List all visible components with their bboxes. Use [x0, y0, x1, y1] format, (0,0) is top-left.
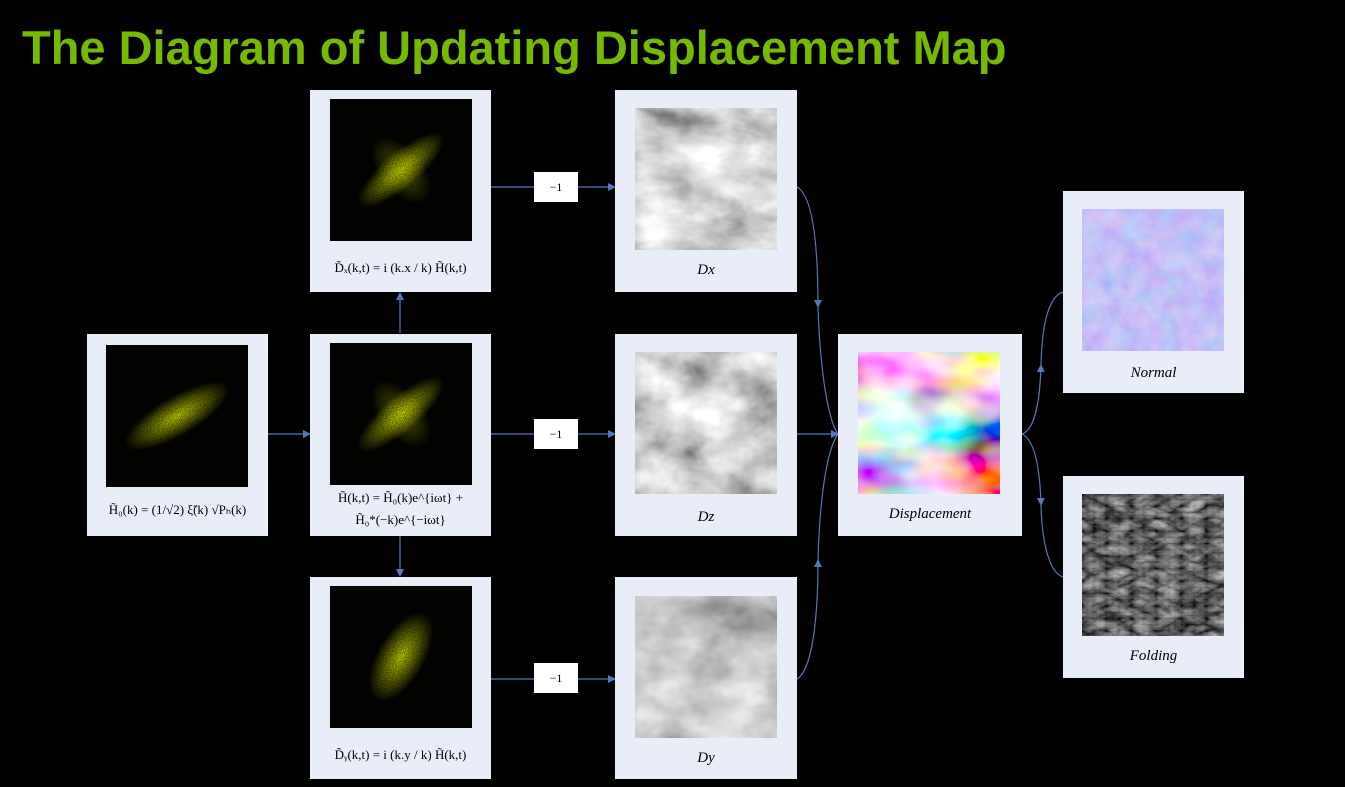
arrow-dy-to-displacement: [796, 559, 822, 680]
h0-formula: H̃₀(k) = (1/√2) ξ̃(k) √Pₕ(k): [108, 502, 247, 517]
htilde-spectrum-image: [330, 343, 472, 485]
dz-caption: Dz: [697, 509, 715, 525]
dy-spectrum-image: [330, 586, 472, 728]
inverse-fft-box-dy: −1: [534, 663, 578, 693]
dy-spectrum-card: D̃ᵧ(k,t) = i (k.y / k) H̃(k,t): [310, 577, 491, 779]
htilde-spectrum-card: H̃(k,t) = H̃₀(k)e^{iωt} + H̃₀*(−k)e^{−iω…: [310, 334, 491, 536]
folding-map-image: [1082, 494, 1224, 636]
normal-caption: Normal: [1130, 365, 1177, 381]
dz-map-image: [635, 352, 777, 494]
dy-map-image: [635, 596, 777, 738]
dx-caption: Dx: [697, 262, 715, 278]
normal-card: Normal: [1063, 191, 1244, 393]
curve-displacement-to-normal: [1040, 291, 1064, 366]
displacement-caption: Displacement: [888, 506, 972, 522]
inverse-fft-box-dz: −1: [534, 419, 578, 449]
arrow-displacement-to-folding: [1021, 433, 1045, 506]
inverse-fft-box-dx: −1: [534, 172, 578, 202]
folding-card: Folding: [1063, 476, 1244, 678]
htilde-formula-line1: H̃(k,t) = H̃₀(k)e^{iωt} +: [337, 490, 464, 505]
arrow-displacement-to-normal: [1021, 364, 1045, 435]
page-title: The Diagram of Updating Displacement Map: [22, 21, 1007, 74]
displacement-card: Displacement: [838, 334, 1022, 536]
htilde-formula-line2: H̃₀*(−k)e^{−iωt}: [355, 512, 446, 527]
dx-spectrum-card: D̃ₓ(k,t) = i (k.x / k) H̃(k,t): [310, 90, 491, 292]
folding-caption: Folding: [1129, 648, 1178, 664]
dy-caption: Dy: [697, 750, 715, 766]
curve-dx-to-displacement: [817, 306, 839, 435]
dx-map-card: Dx: [615, 90, 797, 292]
dy-spectrum-formula: D̃ᵧ(k,t) = i (k.y / k) H̃(k,t): [334, 747, 467, 762]
arrow-dx-to-displacement: [796, 186, 822, 308]
curve-displacement-to-folding: [1040, 504, 1064, 578]
curve-dy-to-displacement: [817, 433, 839, 561]
dx-map-image: [635, 108, 777, 250]
h0-spectrum-image: [106, 345, 248, 487]
displacement-image: [858, 352, 1000, 494]
dx-spectrum-formula: D̃ₓ(k,t) = i (k.x / k) H̃(k,t): [334, 260, 467, 275]
normal-map-image: [1082, 209, 1224, 351]
dz-map-card: Dz: [615, 334, 797, 536]
dx-spectrum-image: [330, 99, 472, 241]
h0-spectrum-card: H̃₀(k) = (1/√2) ξ̃(k) √Pₕ(k): [87, 334, 268, 536]
dy-map-card: Dy: [615, 577, 797, 779]
